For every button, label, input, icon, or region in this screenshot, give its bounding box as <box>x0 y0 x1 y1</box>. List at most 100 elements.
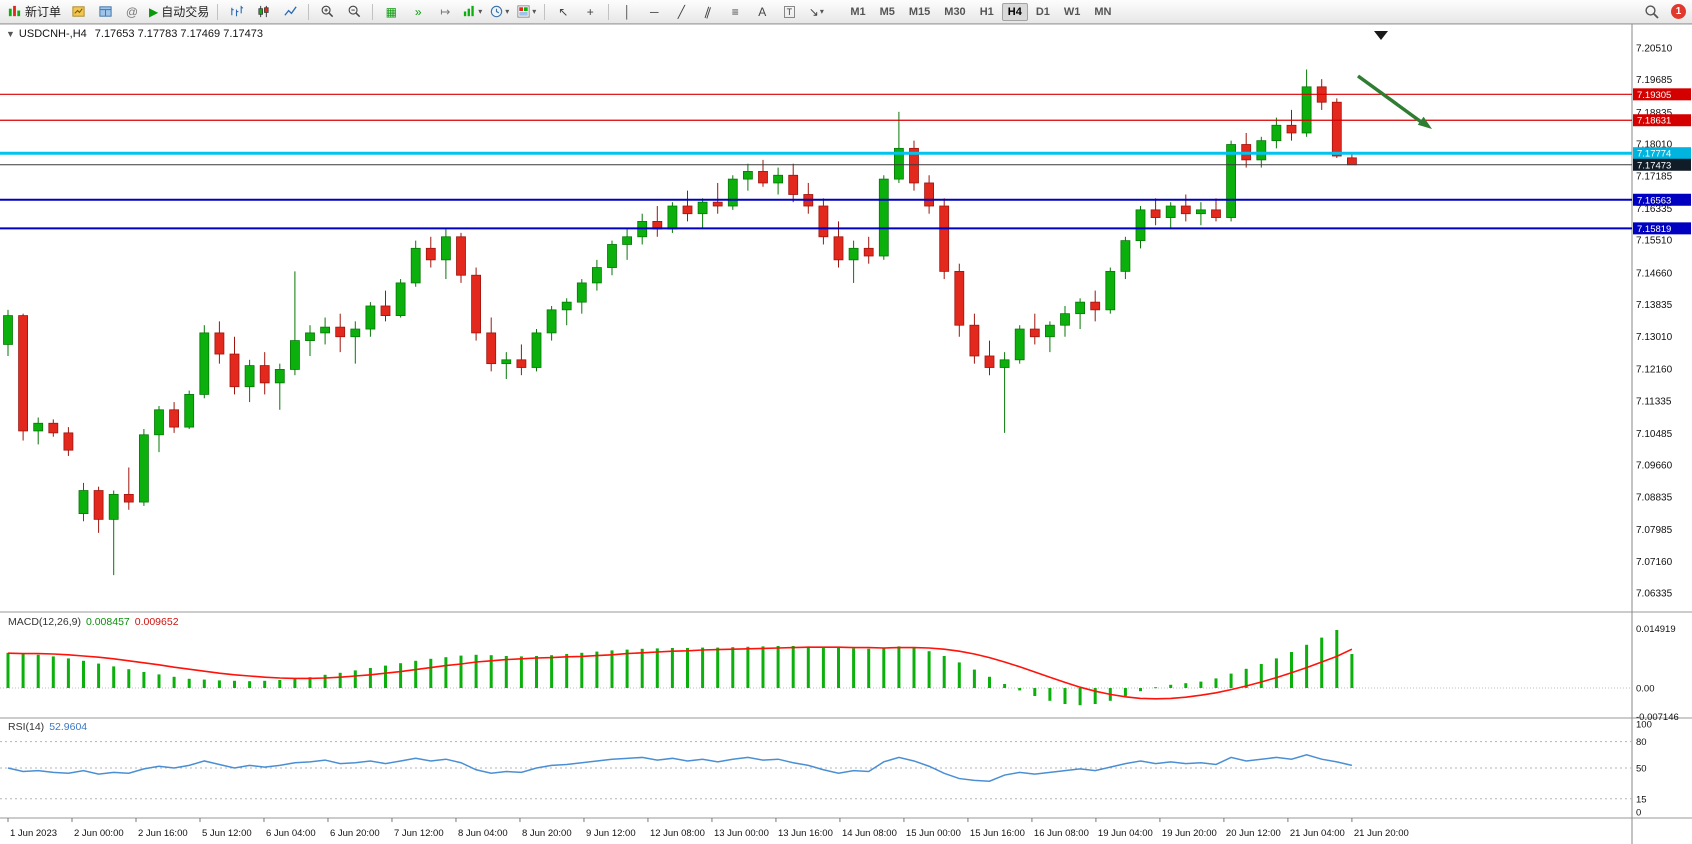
svg-text:0.00: 0.00 <box>1636 684 1655 695</box>
trendline-icon: ╱ <box>677 4 685 19</box>
svg-text:2 Jun 00:00: 2 Jun 00:00 <box>74 828 124 839</box>
auto-scroll-button[interactable]: » <box>405 2 431 22</box>
timeframe-button-d1[interactable]: D1 <box>1035 5 1050 18</box>
macd-indicator-label: MACD(12,26,9) 0.008457 0.009652 <box>8 616 179 628</box>
tile-windows-icon: ▦ <box>385 4 397 19</box>
fibonacci-button[interactable]: ≡ <box>722 2 748 22</box>
svg-text:7.13835: 7.13835 <box>1636 300 1673 311</box>
zoom-out-icon <box>348 5 360 18</box>
symbol-period-label: USDCNH-,H4 <box>18 28 87 40</box>
svg-text:9 Jun 12:00: 9 Jun 12:00 <box>586 828 636 839</box>
search-button[interactable] <box>1639 2 1665 22</box>
svg-text:7.15510: 7.15510 <box>1636 236 1673 247</box>
zoom-out-button[interactable] <box>341 2 367 22</box>
svg-text:7.13010: 7.13010 <box>1636 332 1673 343</box>
shift-end-marker[interactable] <box>1374 31 1388 40</box>
arrows-tool-button[interactable]: ↘ ▾ <box>803 2 829 22</box>
cursor-icon: ↖ <box>558 4 569 19</box>
templates-button[interactable]: ▾ <box>513 2 539 22</box>
zoom-in-icon <box>321 5 333 18</box>
svg-text:7.16335: 7.16335 <box>1636 204 1673 215</box>
svg-text:7.18631: 7.18631 <box>1637 116 1671 127</box>
svg-text:7.08835: 7.08835 <box>1636 492 1673 503</box>
auto-scroll-icon: » <box>414 4 422 19</box>
svg-text:15 Jun 00:00: 15 Jun 00:00 <box>906 828 961 839</box>
cursor-button[interactable]: ↖ <box>550 2 576 22</box>
candlestick-chart-icon <box>258 5 269 18</box>
bar-chart-button[interactable] <box>223 2 249 22</box>
line-chart-button[interactable] <box>277 2 303 22</box>
community-button[interactable]: @ <box>119 2 145 22</box>
tile-windows-button[interactable]: ▦ <box>378 2 404 22</box>
search-icon <box>1645 4 1659 19</box>
horizontal-line-icon: ─ <box>650 4 659 19</box>
svg-text:7.09660: 7.09660 <box>1636 461 1673 472</box>
macd-pane: 0.014919 0.00 -0.007146 <box>0 624 1679 723</box>
svg-text:6 Jun 20:00: 6 Jun 20:00 <box>330 828 380 839</box>
timeframe-button-h1[interactable]: H1 <box>979 5 994 18</box>
periods-button[interactable]: ▾ <box>486 2 512 22</box>
timeframe-button-h4[interactable]: H4 <box>1001 2 1028 21</box>
timeframe-button-m15[interactable]: M15 <box>908 5 931 18</box>
toolbar: 新订单 @ ▶ 自动交易 <box>0 0 1692 24</box>
timeframe-button-w1[interactable]: W1 <box>1063 5 1081 18</box>
market-watch-icon <box>71 6 85 17</box>
vertical-line-icon: │ <box>623 4 632 19</box>
svg-text:7.06335: 7.06335 <box>1636 589 1673 600</box>
line-chart-icon <box>284 6 297 16</box>
timeframe-button-m5[interactable]: M5 <box>879 5 895 18</box>
svg-text:8 Jun 20:00: 8 Jun 20:00 <box>522 828 572 839</box>
text-label-button[interactable]: T <box>776 2 802 22</box>
svg-text:0.014919: 0.014919 <box>1636 624 1676 635</box>
price-axis: 7.20510 7.19685 7.18835 7.18010 7.17185 7.163… <box>1636 44 1673 600</box>
timeframe-button-m1[interactable]: M1 <box>850 5 866 18</box>
dropdown-icon: ▾ <box>819 7 824 16</box>
svg-text:20 Jun 12:00: 20 Jun 12:00 <box>1226 828 1281 839</box>
text-button[interactable]: A <box>749 2 775 22</box>
trendline-button[interactable]: ╱ <box>668 2 694 22</box>
new-order-icon <box>8 5 21 17</box>
svg-text:15: 15 <box>1636 794 1647 805</box>
svg-text:7.14660: 7.14660 <box>1636 268 1673 279</box>
play-icon: ▶ <box>149 4 159 19</box>
macd-signal-value: 0.009652 <box>134 616 179 628</box>
auto-trading-label: 自动交易 <box>161 5 210 19</box>
auto-trading-button[interactable]: ▶ 自动交易 <box>146 2 212 22</box>
price-tag: 7.19305 <box>1633 88 1691 101</box>
dropdown-icon: ▾ <box>505 7 510 16</box>
zoom-in-button[interactable] <box>314 2 340 22</box>
annotation-arrow[interactable] <box>1356 74 1432 129</box>
svg-text:6 Jun 04:00: 6 Jun 04:00 <box>266 828 316 839</box>
indicators-button[interactable]: ▾ <box>459 2 485 22</box>
channel-button[interactable]: ∥ <box>695 2 721 22</box>
macd-main-value: 0.008457 <box>85 616 130 628</box>
svg-text:100: 100 <box>1636 720 1652 731</box>
candlestick-chart-button[interactable] <box>250 2 276 22</box>
chart-shift-icon: ↦ <box>440 4 451 19</box>
crosshair-button[interactable]: + <box>577 2 603 22</box>
chart-shift-button[interactable]: ↦ <box>432 2 458 22</box>
templates-icon <box>517 5 530 18</box>
data-window-button[interactable] <box>92 2 118 22</box>
candlestick-series <box>3 69 1357 576</box>
svg-text:8 Jun 04:00: 8 Jun 04:00 <box>458 828 508 839</box>
new-order-button[interactable]: 新订单 <box>4 2 64 22</box>
chart-header: ▼ USDCNH-,H4 7.17653 7.17783 7.17469 7.174… <box>6 28 263 40</box>
vertical-line-button[interactable]: │ <box>614 2 640 22</box>
market-watch-button[interactable] <box>65 2 91 22</box>
svg-text:14 Jun 08:00: 14 Jun 08:00 <box>842 828 897 839</box>
timeframe-button-m30[interactable]: M30 <box>944 5 966 18</box>
price-tag: 7.16563 <box>1633 193 1691 206</box>
horizontal-line-button[interactable]: ─ <box>641 2 667 22</box>
svg-text:2 Jun 16:00: 2 Jun 16:00 <box>138 828 188 839</box>
clock-icon <box>491 5 503 18</box>
timeframe-button-mn[interactable]: MN <box>1094 5 1112 18</box>
rsi-line <box>7 754 1353 782</box>
notification-badge[interactable]: 1 <box>1671 4 1686 19</box>
svg-text:0: 0 <box>1636 808 1641 819</box>
collapse-ohlc-arrow[interactable]: ▼ <box>6 29 15 39</box>
rsi-value: 52.9604 <box>49 721 88 733</box>
indicators-icon <box>464 5 474 17</box>
svg-text:1 Jun 2023: 1 Jun 2023 <box>10 828 57 839</box>
